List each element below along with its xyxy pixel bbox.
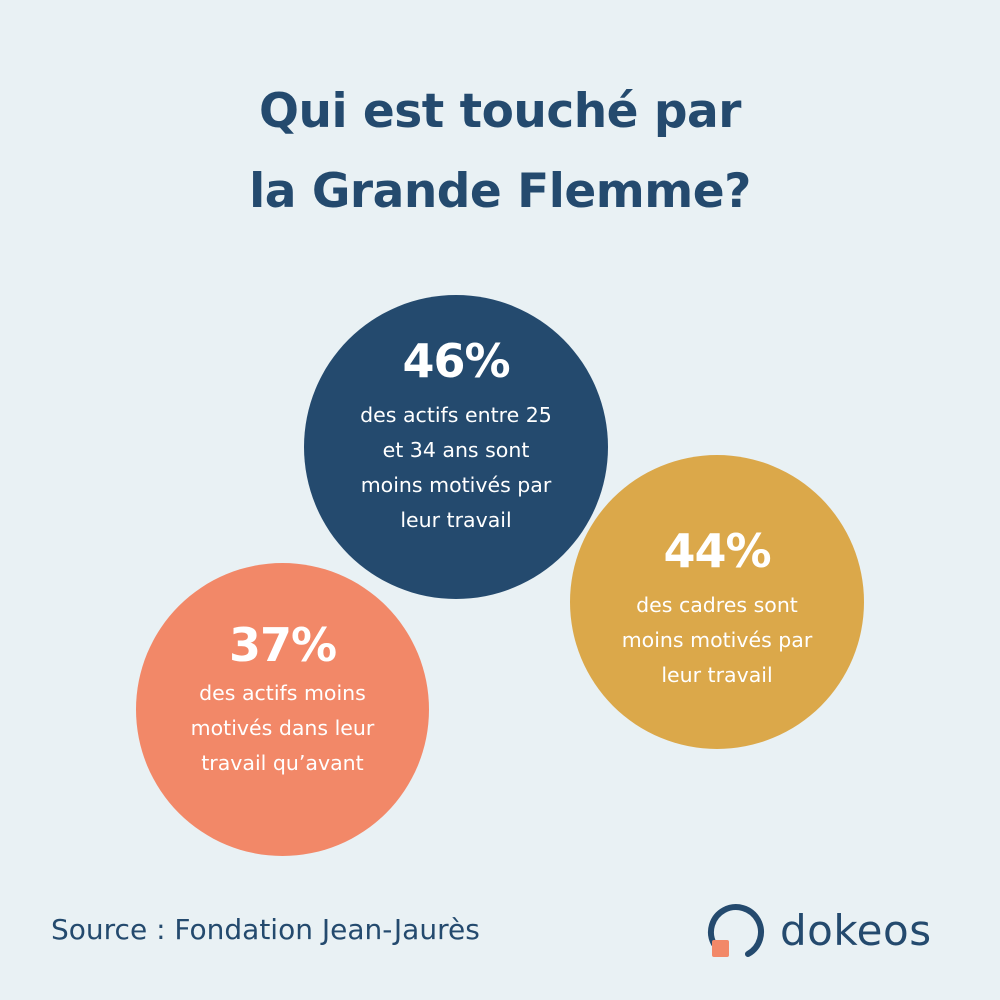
stat-bubble-44: 44% des cadres sont moins motivés par le… (570, 455, 864, 749)
stat-bubble-46: 46% des actifs entre 25 et 34 ans sont m… (304, 295, 608, 599)
stat-percent: 46% (402, 334, 510, 388)
stat-description-line: des cadres sont (636, 593, 798, 617)
stat-percent: 37% (228, 618, 337, 672)
stat-description-line: des actifs entre 25 (360, 403, 552, 427)
stat-description-line: moins motivés par (360, 473, 552, 497)
stat-bubble-37: 37% des actifs moins motivés dans leur t… (136, 563, 429, 856)
dokeos-logo: dokeos (706, 900, 966, 964)
logo-wordmark: dokeos (780, 906, 932, 955)
stat-description-line: et 34 ans sont (382, 438, 530, 462)
stat-description: des actifs entre 25 et 34 ans sont moins… (304, 398, 608, 538)
stat-description-line: moins motivés par (621, 628, 813, 652)
stat-percent: 44% (663, 524, 771, 578)
stat-description-line: des actifs moins (199, 681, 366, 705)
stat-description-line: motivés dans leur (190, 716, 375, 740)
stat-description: des actifs moins motivés dans leur trava… (136, 676, 429, 781)
stat-description-line: leur travail (400, 508, 512, 532)
stat-description-line: leur travail (661, 663, 773, 687)
infographic-title: Qui est touché par la Grande Flemme? (0, 72, 1000, 232)
source-citation: Source : Fondation Jean-Jaurès (51, 913, 480, 946)
dokeos-logo-icon (707, 904, 764, 957)
title-line-1: Qui est touché par (259, 84, 741, 139)
stat-description-line: travail qu’avant (201, 751, 364, 775)
title-line-2: la Grande Flemme? (249, 164, 751, 219)
stat-description: des cadres sont moins motivés par leur t… (570, 588, 864, 693)
